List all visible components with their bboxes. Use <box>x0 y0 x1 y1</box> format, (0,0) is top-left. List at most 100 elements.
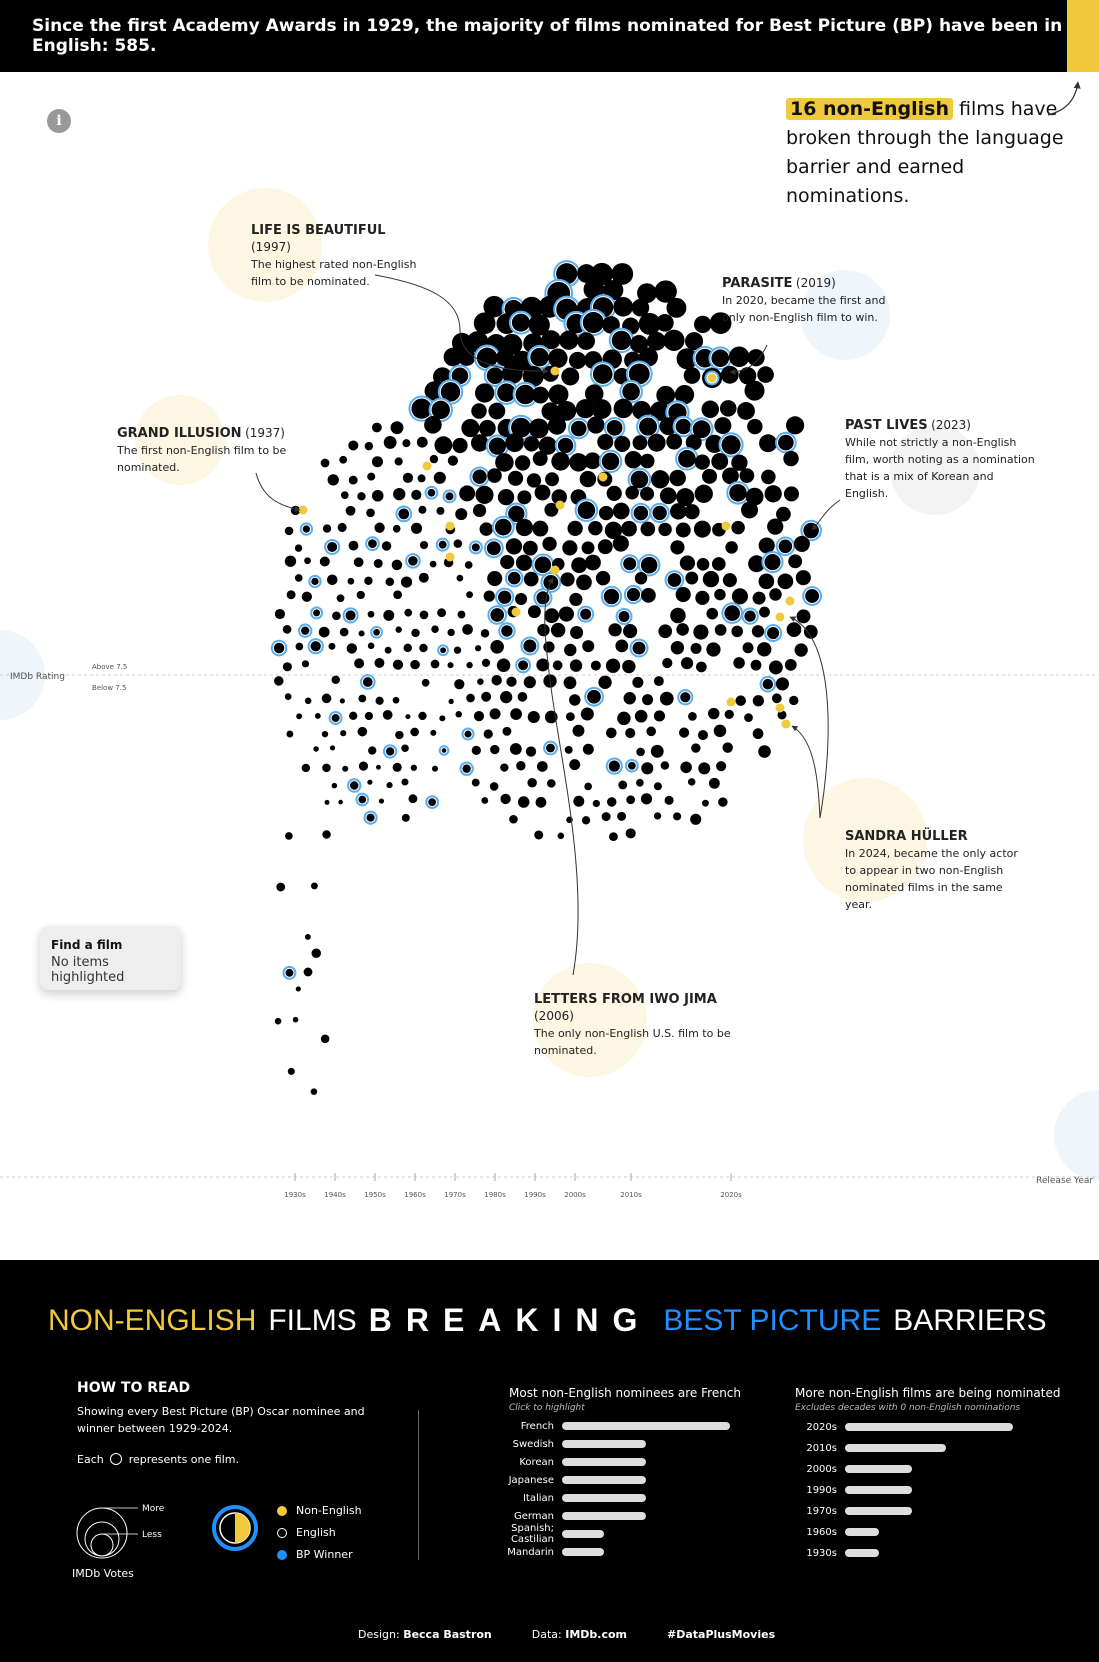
film-dot[interactable] <box>432 765 439 772</box>
film-dot[interactable] <box>691 743 701 753</box>
film-dot[interactable] <box>793 535 810 552</box>
film-dot[interactable] <box>582 640 595 653</box>
film-dot[interactable] <box>608 623 622 637</box>
film-dot[interactable] <box>653 676 664 687</box>
film-dot[interactable] <box>401 744 409 753</box>
film-dot[interactable] <box>392 659 404 670</box>
film-dot[interactable] <box>612 535 629 552</box>
film-dot[interactable] <box>472 503 487 518</box>
film-dot[interactable] <box>590 660 601 671</box>
film-dot[interactable] <box>739 468 755 483</box>
film-dot[interactable] <box>692 420 711 439</box>
film-dot[interactable] <box>667 573 682 587</box>
film-dot[interactable] <box>695 590 710 605</box>
film-dot[interactable] <box>627 761 636 770</box>
film-dot[interactable] <box>694 454 710 470</box>
film-dot[interactable] <box>626 795 636 805</box>
film-dot[interactable] <box>508 505 525 522</box>
film-dot[interactable] <box>466 661 473 669</box>
film-dot[interactable] <box>733 657 745 669</box>
film-dot[interactable] <box>500 691 513 704</box>
film-dot[interactable] <box>364 711 374 721</box>
film-dot[interactable] <box>405 714 411 720</box>
film-dot[interactable] <box>320 1034 330 1044</box>
film-dot[interactable] <box>391 559 403 571</box>
film-dot[interactable] <box>457 348 476 366</box>
film-dot[interactable] <box>495 453 514 472</box>
film-dot[interactable] <box>498 590 512 604</box>
film-dot[interactable] <box>731 454 748 471</box>
film-dot[interactable] <box>659 691 674 706</box>
film-dot[interactable] <box>419 540 429 550</box>
film-dot[interactable] <box>331 675 340 685</box>
film-dot[interactable] <box>612 502 630 520</box>
film-dot[interactable] <box>656 314 674 332</box>
film-dot[interactable] <box>724 605 740 621</box>
film-dot[interactable] <box>461 418 480 438</box>
film-dot[interactable] <box>304 557 311 565</box>
film-dot[interactable] <box>758 745 771 758</box>
film-dot[interactable] <box>536 658 550 672</box>
film-dot[interactable] <box>685 434 702 451</box>
film-dot[interactable] <box>429 454 439 464</box>
film-dot[interactable] <box>678 449 696 468</box>
film-dot[interactable] <box>670 540 685 555</box>
film-dot[interactable] <box>285 832 293 840</box>
film-dot[interactable] <box>569 592 583 606</box>
film-dot[interactable] <box>375 696 384 705</box>
film-dot[interactable] <box>367 779 373 785</box>
film-dot[interactable] <box>473 711 485 722</box>
film-dot[interactable] <box>515 518 534 537</box>
film-dot[interactable] <box>354 658 365 669</box>
film-dot[interactable] <box>587 689 601 704</box>
film-dot[interactable] <box>571 557 588 574</box>
film-dot[interactable] <box>410 764 417 771</box>
film-dot[interactable] <box>393 590 403 600</box>
film-dot[interactable] <box>684 504 700 520</box>
film-dot[interactable] <box>276 882 286 892</box>
film-dot[interactable] <box>708 777 720 789</box>
film-dot[interactable] <box>572 724 585 737</box>
film-dot[interactable] <box>400 576 413 588</box>
film-dot[interactable] <box>579 470 597 488</box>
film-dot[interactable] <box>523 639 537 653</box>
film-dot[interactable] <box>577 264 596 283</box>
film-dot[interactable] <box>345 505 356 516</box>
film-dot[interactable] <box>427 488 436 497</box>
film-dot[interactable] <box>340 730 347 737</box>
film-dot[interactable] <box>523 436 540 452</box>
film-dot[interactable] <box>339 455 348 464</box>
film-dot[interactable] <box>395 730 404 740</box>
film-dot[interactable] <box>713 724 727 738</box>
film-dot[interactable] <box>390 421 404 435</box>
film-dot[interactable] <box>285 968 294 977</box>
film-dot[interactable] <box>357 726 368 737</box>
film-dot[interactable] <box>569 453 588 472</box>
film-dot[interactable] <box>728 346 750 368</box>
film-dot[interactable] <box>653 812 662 820</box>
film-dot[interactable] <box>592 364 613 384</box>
film-dot[interactable] <box>502 726 512 736</box>
film-dot[interactable] <box>483 590 495 602</box>
film-dot[interactable] <box>650 470 670 489</box>
film-dot[interactable] <box>666 433 683 450</box>
film-dot[interactable] <box>625 828 636 839</box>
film-dot[interactable] <box>310 882 318 890</box>
film-dot[interactable] <box>419 643 428 653</box>
film-dot[interactable] <box>771 693 782 704</box>
film-dot[interactable] <box>592 799 600 808</box>
film-dot[interactable] <box>497 383 516 402</box>
film-dot[interactable] <box>640 556 658 574</box>
film-dot[interactable] <box>419 610 429 620</box>
film-dot[interactable] <box>418 711 427 721</box>
film-dot[interactable] <box>475 645 482 652</box>
film-dot[interactable] <box>637 283 657 303</box>
film-dot[interactable] <box>453 646 462 654</box>
film-dot[interactable] <box>417 474 426 483</box>
film-dot[interactable] <box>669 469 686 487</box>
film-dot[interactable] <box>606 727 617 739</box>
film-dot[interactable] <box>408 794 418 804</box>
film-dot[interactable] <box>626 587 641 602</box>
film-dot[interactable] <box>324 799 330 805</box>
film-dot[interactable] <box>410 522 423 534</box>
